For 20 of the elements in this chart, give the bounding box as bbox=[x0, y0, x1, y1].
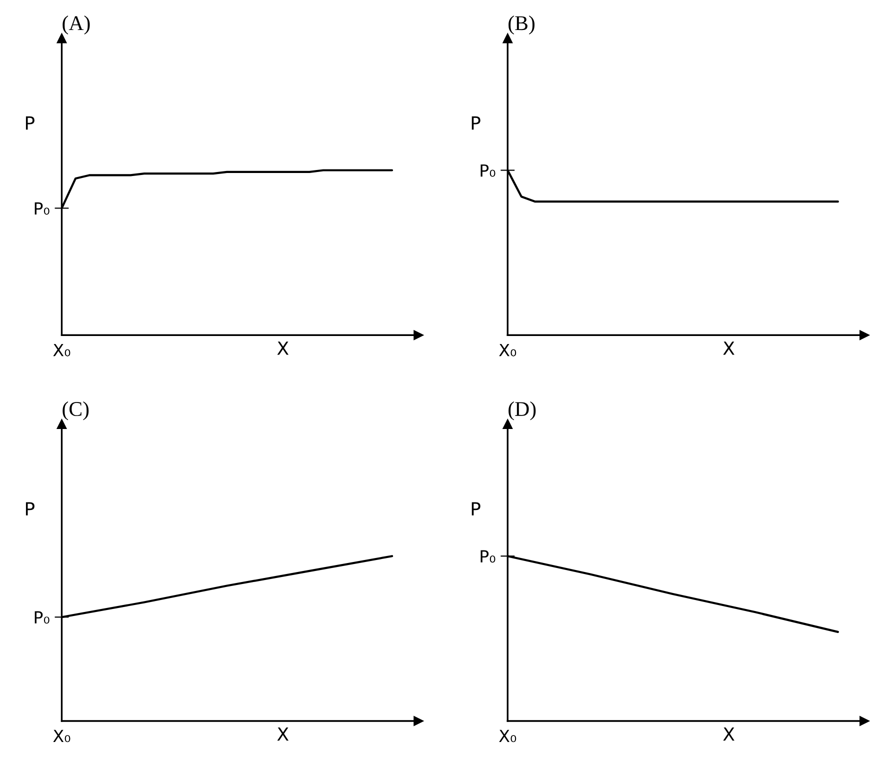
chart-title: (A) bbox=[62, 16, 90, 34]
y-axis-title: P bbox=[26, 116, 34, 130]
text: X₀ bbox=[53, 730, 70, 742]
text: P₀ bbox=[34, 202, 50, 215]
y-axis-title: P bbox=[26, 502, 34, 516]
chart-title: (D) bbox=[508, 401, 536, 420]
text: P₀ bbox=[480, 550, 496, 563]
x-axis-title: X bbox=[277, 727, 289, 741]
text: X₀ bbox=[53, 344, 70, 356]
text: P₀ bbox=[34, 611, 50, 624]
x-axis-title: X bbox=[723, 727, 734, 741]
y-axis-title: P bbox=[472, 502, 480, 516]
chart-title: (B) bbox=[508, 16, 534, 34]
text: X₀ bbox=[499, 344, 516, 356]
x-axis-title: X bbox=[277, 342, 289, 355]
text: X₀ bbox=[499, 730, 516, 742]
y-axis-title: P bbox=[472, 116, 480, 130]
x-axis-title: X bbox=[723, 342, 734, 355]
chart-title: (C) bbox=[62, 401, 89, 420]
text: P₀ bbox=[480, 164, 496, 177]
